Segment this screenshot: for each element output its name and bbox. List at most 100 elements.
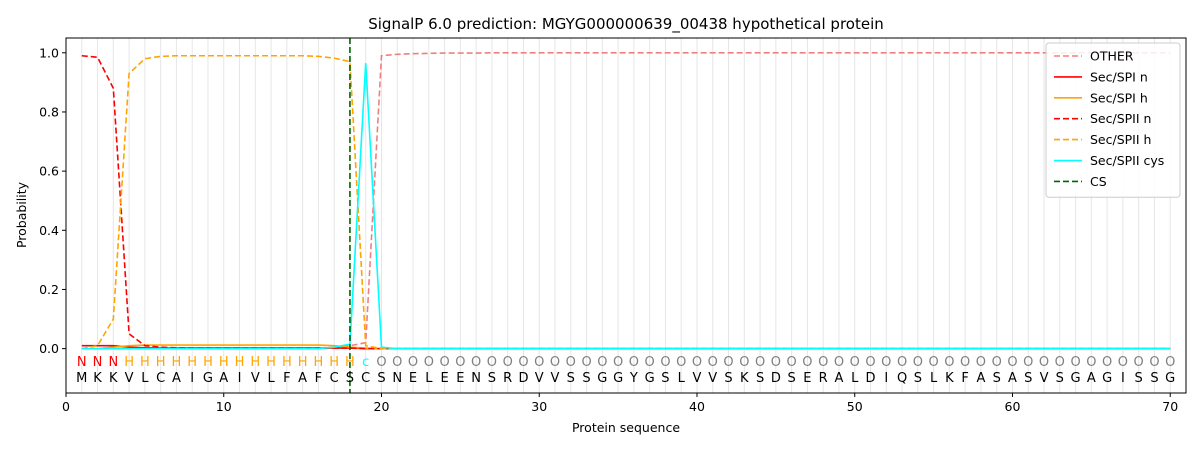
- region-label: O: [597, 355, 607, 370]
- region-label: O: [1070, 355, 1080, 370]
- legend-entry: Sec/SPI n: [1090, 69, 1148, 84]
- x-tick-label: 10: [216, 399, 232, 414]
- region-label: O: [1007, 355, 1017, 370]
- region-label: O: [1055, 355, 1065, 370]
- x-tick-label: 50: [847, 399, 863, 414]
- sequence-letter: V: [693, 371, 702, 386]
- chart-title: SignalP 6.0 prediction: MGYG000000639_00…: [368, 15, 884, 34]
- region-label: O: [455, 355, 465, 370]
- sequence-letter: D: [865, 371, 875, 386]
- sequence-letter: C: [156, 371, 165, 386]
- sequence-letter: K: [945, 371, 954, 386]
- region-label: O: [976, 355, 986, 370]
- sequence-letter: M: [76, 371, 87, 386]
- x-axis-label: Protein sequence: [572, 420, 680, 435]
- sequence-letter: S: [488, 371, 496, 386]
- sequence-letter: L: [930, 371, 938, 386]
- sequence-letter: S: [788, 371, 796, 386]
- region-label: O: [708, 355, 718, 370]
- region-label: H: [298, 355, 308, 370]
- y-tick-label: 0.4: [39, 223, 59, 238]
- region-label: O: [771, 355, 781, 370]
- legend: OTHER Sec/SPI n Sec/SPI h Sec/SPII n Sec/SPI…: [1045, 42, 1181, 198]
- region-label: H: [156, 355, 166, 370]
- sequence-letter: S: [1135, 371, 1143, 386]
- sequence-letter: I: [1121, 371, 1125, 386]
- region-label: H: [345, 355, 355, 370]
- sequence-letter: R: [503, 371, 512, 386]
- sequence-letter: E: [440, 371, 448, 386]
- series-layer: [81, 38, 1171, 393]
- region-label: O: [581, 355, 591, 370]
- region-label: O: [487, 355, 497, 370]
- y-tick-label: 1.0: [39, 45, 59, 60]
- x-tick-label: 20: [374, 399, 390, 414]
- ticks-layer: 0 10 20 30 40 50 60 70 0.0 0.2 0.4 0.6 0.8 1.0: [39, 45, 1178, 414]
- x-tick-label: 60: [1005, 399, 1021, 414]
- region-label: H: [314, 355, 324, 370]
- region-label: O: [645, 355, 655, 370]
- sequence-letter: G: [613, 371, 623, 386]
- region-label: O: [1165, 355, 1175, 370]
- region-label: H: [172, 355, 182, 370]
- region-label: c: [362, 355, 369, 370]
- x-tick-label: 40: [689, 399, 705, 414]
- region-label: H: [187, 355, 197, 370]
- region-label: O: [471, 355, 481, 370]
- sequence-letter: L: [267, 371, 275, 386]
- y-tick-label: 0.6: [39, 164, 59, 179]
- region-label: O: [629, 355, 639, 370]
- region-label: H: [203, 355, 213, 370]
- region-label: O: [739, 355, 749, 370]
- sequence-letter: S: [377, 371, 385, 386]
- y-tick-label: 0.8: [39, 104, 59, 119]
- sequence-letter: Q: [897, 371, 907, 386]
- sequence-letter: Y: [629, 371, 638, 386]
- region-label: O: [1102, 355, 1112, 370]
- region-label: O: [692, 355, 702, 370]
- region-label: N: [108, 355, 118, 370]
- region-label: O: [1023, 355, 1033, 370]
- sequence-letter: K: [740, 371, 749, 386]
- sequence-letter: G: [1071, 371, 1081, 386]
- legend-entry: CS: [1090, 174, 1107, 189]
- region-label: O: [408, 355, 418, 370]
- sequence-letter: E: [803, 371, 811, 386]
- sequence-letter: L: [678, 371, 686, 386]
- region-label: H: [219, 355, 229, 370]
- region-label: O: [755, 355, 765, 370]
- sequence-letter: I: [884, 371, 888, 386]
- sequence-letter: S: [582, 371, 590, 386]
- legend-box: [1045, 42, 1181, 198]
- sequence-letter: C: [330, 371, 339, 386]
- region-label: O: [834, 355, 844, 370]
- region-label: H: [266, 355, 276, 370]
- region-label: H: [235, 355, 245, 370]
- region-label: O: [1039, 355, 1049, 370]
- sequence-letter: V: [708, 371, 717, 386]
- region-label: O: [518, 355, 528, 370]
- x-tick-label: 0: [62, 399, 70, 414]
- sequence-letter: G: [645, 371, 655, 386]
- region-label: O: [928, 355, 938, 370]
- legend-entry: OTHER: [1090, 49, 1134, 64]
- sequence-letter: L: [141, 371, 149, 386]
- region-label: O: [566, 355, 576, 370]
- region-label: O: [802, 355, 812, 370]
- legend-entry: Sec/SPI h: [1090, 90, 1148, 105]
- sequence-letter: S: [1056, 371, 1064, 386]
- region-label: O: [850, 355, 860, 370]
- region-label: O: [818, 355, 828, 370]
- sequence-letter: F: [315, 371, 322, 386]
- region-label: O: [787, 355, 797, 370]
- sequence-letter: A: [172, 371, 181, 386]
- sequence-letter: A: [219, 371, 228, 386]
- region-label: O: [534, 355, 544, 370]
- region-label: N: [77, 355, 87, 370]
- sequence-letter: N: [392, 371, 402, 386]
- sequence-letter: S: [756, 371, 764, 386]
- region-label: H: [329, 355, 339, 370]
- sequence-letter: S: [661, 371, 669, 386]
- sequence-layer: NMNKNKHVHLHCHAHIHGHAHIHVHLHFHAHFHCHScCOS…: [76, 355, 1175, 386]
